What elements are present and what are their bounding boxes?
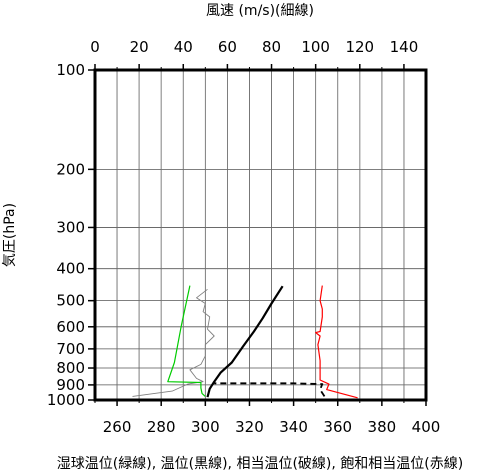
x-bottom-tick-label: 360 (323, 418, 352, 436)
y-tick-label: 200 (56, 160, 85, 178)
y-tick-label: 600 (56, 318, 85, 336)
y-tick-label: 300 (56, 218, 85, 236)
series-layer (132, 285, 358, 399)
series-line-saturated-equivalent-potential-temperature (315, 285, 358, 399)
series-line-potential-temperature (206, 285, 284, 398)
x-top-tick-label: 20 (130, 38, 149, 56)
plot-frame (93, 68, 428, 402)
x-axis-title-bottom: 湿球温位(緑線), 温位(黒線), 相当温位(破線), 飽和相当温位(赤線) (57, 455, 463, 472)
y-tick-label: 400 (56, 260, 85, 278)
y-tick-label: 800 (56, 359, 85, 377)
series-line-equivalent-potential-temperature (214, 382, 326, 397)
x-top-tick-label: 60 (218, 38, 237, 56)
x-bottom-tick-label: 380 (368, 418, 397, 436)
x-bottom-tick-label: 260 (103, 418, 132, 436)
y-tick-label: 1000 (47, 391, 85, 409)
chart-title-top: 風速 (m/s)(細線) (206, 3, 314, 19)
y-axis-title: 気圧(hPa) (2, 203, 18, 267)
x-bottom-tick-label: 340 (279, 418, 308, 436)
y-tick-label: 700 (56, 340, 85, 358)
x-top-tick-label: 120 (345, 38, 374, 56)
y-tick-label: 900 (56, 376, 85, 394)
x-bottom-tick-label: 300 (191, 418, 220, 436)
grid (94, 69, 427, 401)
x-top-tick-label: 0 (90, 38, 100, 56)
x-top-tick-label: 40 (174, 38, 193, 56)
series-line-wet-bulb-potential-temperature (167, 285, 206, 397)
x-bottom-tick-label: 280 (147, 418, 176, 436)
y-tick-label: 500 (56, 292, 85, 310)
y-tick-label: 100 (56, 61, 85, 79)
x-bottom-tick-label: 400 (412, 418, 441, 436)
series-line-wind-speed (132, 288, 215, 397)
x-top-tick-label: 80 (262, 38, 281, 56)
x-bottom-tick-label: 320 (235, 418, 264, 436)
x-top-tick-label: 100 (301, 38, 330, 56)
x-top-tick-label: 140 (390, 38, 419, 56)
